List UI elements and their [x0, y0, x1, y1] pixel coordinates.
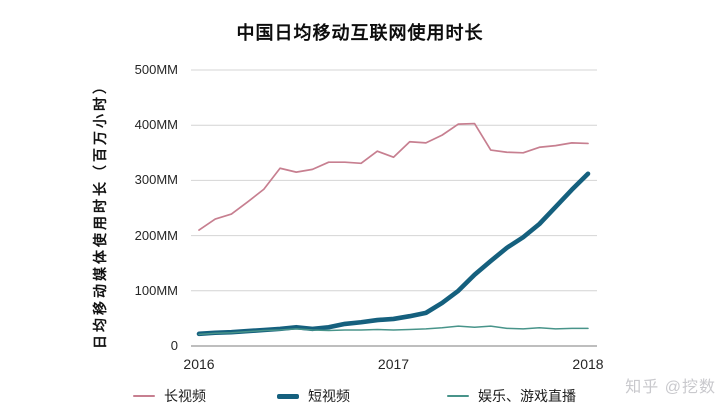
y-tick-label: 0 [170, 338, 178, 353]
y-tick-label: 300MM [134, 172, 178, 188]
x-tick-label: 2016 [183, 356, 215, 372]
legend-item-live-streaming: 娱乐、游戏直播 [447, 386, 576, 406]
series-line-长视频 [198, 122, 589, 231]
y-tick-label: 400MM [134, 117, 178, 133]
legend-label: 娱乐、游戏直播 [478, 388, 576, 404]
long-video-line-icon [133, 395, 155, 397]
x-tick-label: 2017 [377, 356, 410, 372]
legend: 长视频 短视频 娱乐、游戏直播 [0, 386, 720, 408]
chart-title: 中国日均移动互联网使用时长 [236, 23, 484, 43]
series-line-短视频 [196, 171, 591, 337]
short-video-line-icon [277, 393, 299, 399]
y-tick-label: 200MM [134, 227, 178, 243]
legend-label: 短视频 [308, 388, 350, 404]
legend-item-long-video: 长视频 [133, 386, 206, 406]
legend-label: 长视频 [164, 388, 206, 404]
y-tick-label: 100MM [134, 282, 178, 298]
watermark: 知乎 @挖数 [625, 379, 716, 396]
y-tick-label: 500MM [134, 62, 178, 77]
x-tick-label: 2018 [572, 356, 604, 372]
legend-item-short-video: 短视频 [277, 386, 350, 406]
live-streaming-line-icon [447, 395, 469, 397]
series-line-娱乐、游戏直播 [198, 325, 589, 336]
